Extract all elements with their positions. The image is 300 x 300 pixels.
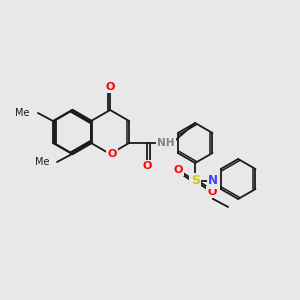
Text: O: O xyxy=(208,187,217,197)
Text: O: O xyxy=(107,149,117,159)
Text: Me: Me xyxy=(34,157,49,167)
Text: O: O xyxy=(173,165,183,175)
Text: O: O xyxy=(105,82,115,92)
Text: NH: NH xyxy=(158,138,175,148)
Text: S: S xyxy=(191,175,200,188)
Text: N: N xyxy=(208,175,218,188)
Text: O: O xyxy=(142,161,152,171)
Text: Me: Me xyxy=(15,108,30,118)
